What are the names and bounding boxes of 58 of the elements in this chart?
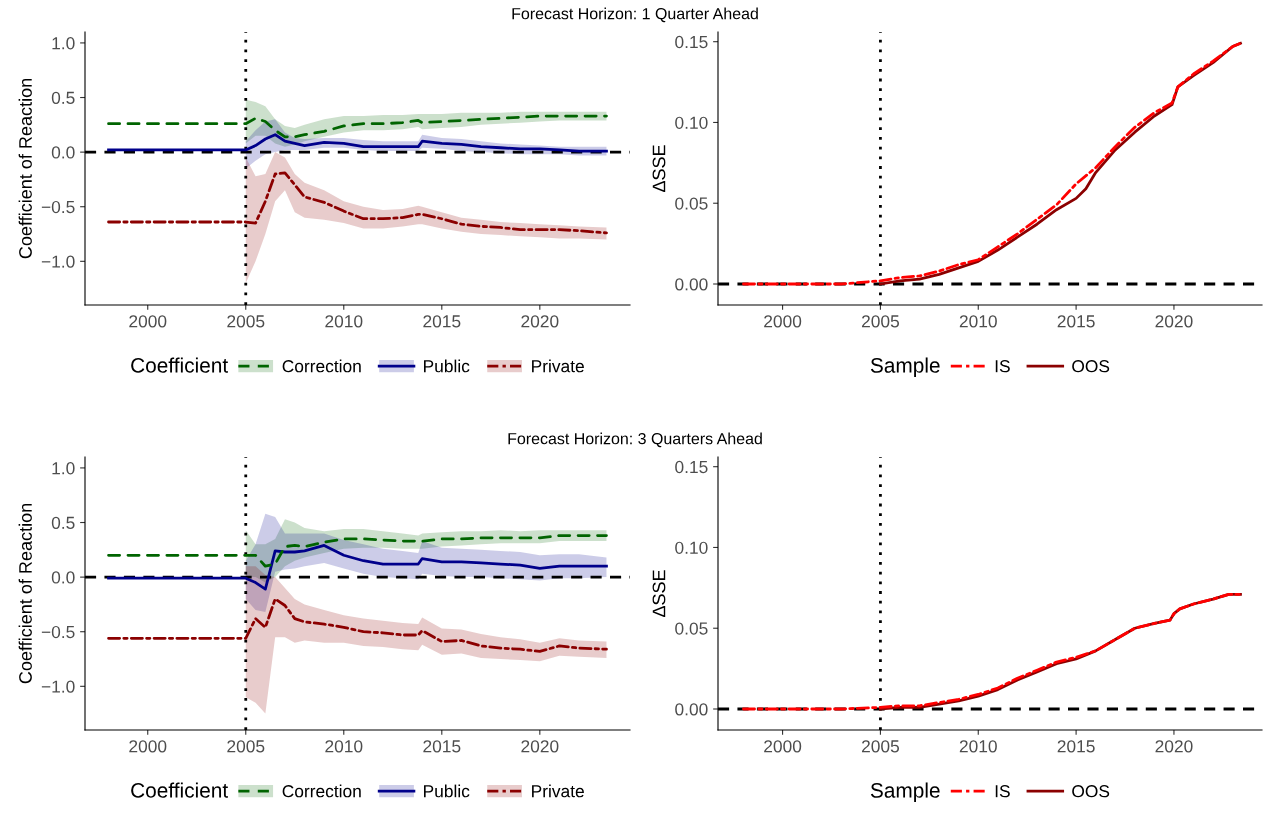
x-tick-label: 2010 bbox=[325, 315, 363, 328]
x-tick-label: 2000 bbox=[129, 315, 167, 328]
y-tick-label: 0.0 bbox=[51, 146, 75, 159]
y-tick-label: 0.00 bbox=[675, 278, 708, 291]
x-tick-label: 2020 bbox=[1155, 740, 1193, 753]
x-tick-label: 2005 bbox=[227, 740, 265, 753]
x-tick-label: 2015 bbox=[1057, 315, 1095, 328]
x-tick-label: 2005 bbox=[861, 315, 899, 328]
y-tick-label: −0.5 bbox=[41, 200, 75, 214]
y-axis-title: ΔSSE bbox=[652, 145, 666, 193]
y-tick-label: 0.15 bbox=[675, 460, 708, 474]
y-tick-label: 0.5 bbox=[51, 91, 75, 104]
legend-label: OOS bbox=[1072, 360, 1110, 373]
x-tick-label: 2015 bbox=[423, 315, 461, 328]
legend-title: Coefficient bbox=[131, 357, 229, 373]
y-axis-title: Coefficient of Reaction bbox=[18, 504, 32, 684]
y-tick-label: 0.00 bbox=[675, 703, 708, 716]
x-tick-label: 2000 bbox=[764, 315, 802, 328]
y-tick-label: 0.05 bbox=[675, 622, 708, 635]
y-tick-label: 0.15 bbox=[675, 35, 708, 49]
y-tick-label: 1.0 bbox=[52, 462, 75, 475]
legend-label: Private bbox=[532, 359, 584, 373]
legend-label: Private bbox=[532, 784, 584, 798]
y-axis-title: Coefficient of Reaction bbox=[18, 79, 32, 259]
chart-title: Forecast Horizon: 1 Quarter Ahead bbox=[512, 7, 758, 23]
x-tick-label: 2015 bbox=[423, 740, 461, 753]
y-tick-label: 0.5 bbox=[51, 516, 75, 529]
y-tick-label: 1.0 bbox=[52, 37, 75, 50]
y-tick-label: 0.10 bbox=[675, 541, 708, 554]
legend-label: Public bbox=[424, 784, 470, 798]
y-tick-label: 0.0 bbox=[51, 571, 75, 584]
x-tick-label: 2005 bbox=[227, 315, 265, 328]
legend-label: Correction bbox=[282, 784, 361, 798]
y-tick-label: −1.0 bbox=[41, 255, 75, 268]
y-tick-label: 0.05 bbox=[675, 197, 708, 210]
legend-title: Sample bbox=[870, 357, 940, 377]
legend-label: OOS bbox=[1072, 785, 1110, 798]
x-tick-label: 2020 bbox=[521, 315, 559, 328]
legend-label: Correction bbox=[282, 359, 361, 373]
x-tick-label: 2010 bbox=[959, 740, 997, 753]
legend-label: IS bbox=[995, 360, 1010, 373]
y-tick-label: −1.0 bbox=[41, 680, 75, 693]
x-tick-label: 2010 bbox=[959, 315, 997, 328]
x-tick-label: 2000 bbox=[129, 740, 167, 753]
legend-title: Coefficient bbox=[131, 782, 229, 798]
y-axis-title: ΔSSE bbox=[652, 570, 666, 618]
x-tick-label: 2005 bbox=[861, 740, 899, 753]
legend-label: IS bbox=[995, 785, 1010, 798]
x-tick-label: 2010 bbox=[325, 740, 363, 753]
x-tick-label: 2020 bbox=[521, 740, 559, 753]
x-tick-label: 2020 bbox=[1155, 315, 1193, 328]
y-tick-label: 0.10 bbox=[675, 116, 708, 129]
x-tick-label: 2015 bbox=[1057, 740, 1095, 753]
legend-label: Public bbox=[424, 359, 470, 373]
chart-title: Forecast Horizon: 3 Quarters Ahead bbox=[508, 432, 762, 448]
y-tick-label: −0.5 bbox=[41, 625, 75, 639]
x-tick-label: 2000 bbox=[764, 740, 802, 753]
legend-title: Sample bbox=[870, 782, 940, 802]
